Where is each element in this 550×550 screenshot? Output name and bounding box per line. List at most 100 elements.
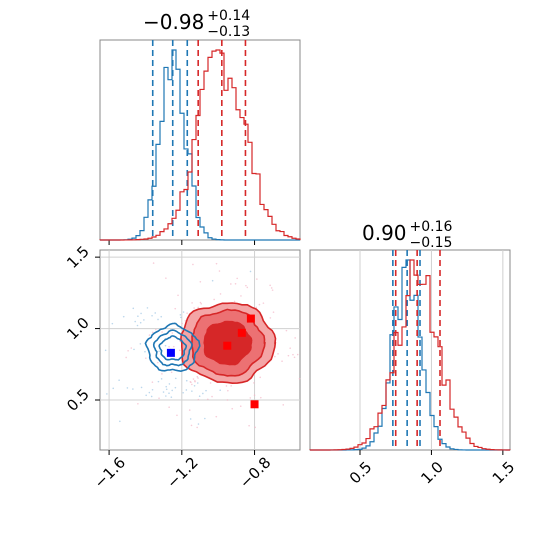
sample-dot bbox=[162, 391, 165, 393]
sample-dot bbox=[246, 286, 249, 289]
sample-dot bbox=[165, 385, 168, 388]
sample-dot bbox=[126, 387, 129, 389]
histogram-param1-panel bbox=[99, 39, 301, 245]
sample-dot bbox=[249, 397, 252, 399]
sample-dot bbox=[165, 395, 167, 397]
sample-dot bbox=[192, 378, 195, 380]
sample-dot bbox=[192, 263, 194, 266]
sample-dot bbox=[104, 349, 107, 352]
marker-red bbox=[250, 400, 259, 409]
sample-dot bbox=[160, 378, 163, 380]
axes-frame bbox=[309, 249, 511, 451]
sample-dot bbox=[285, 329, 288, 332]
sample-dot bbox=[271, 289, 274, 291]
sample-dot bbox=[176, 414, 178, 417]
sample-dot bbox=[227, 389, 229, 392]
sample-dot bbox=[296, 353, 299, 356]
sample-dot bbox=[215, 262, 218, 265]
sample-dot bbox=[152, 262, 155, 264]
sample-dot bbox=[154, 312, 157, 314]
sample-dot bbox=[161, 331, 163, 333]
sample-dot bbox=[219, 389, 221, 392]
sample-dot bbox=[298, 377, 301, 380]
histogram-param2-panel: 0.5 1.0 1.5 bbox=[309, 249, 518, 488]
sample-dot bbox=[130, 347, 133, 349]
param2-title: 0.90 +0.16 −0.15 bbox=[362, 219, 452, 251]
sample-dot bbox=[127, 349, 129, 352]
sample-dot bbox=[165, 388, 168, 391]
sample-dot bbox=[274, 355, 276, 358]
sample-dot bbox=[225, 385, 228, 387]
sample-dot bbox=[170, 396, 173, 398]
sample-dot bbox=[171, 389, 173, 392]
x-tick-label: −1.6 bbox=[91, 453, 129, 491]
sample-dot bbox=[256, 278, 258, 280]
histogram-blue bbox=[310, 259, 510, 451]
sample-dot bbox=[150, 395, 153, 398]
sample-dot bbox=[245, 284, 247, 287]
sample-dot bbox=[189, 381, 192, 383]
sample-dot bbox=[174, 386, 177, 389]
sample-dot bbox=[132, 307, 135, 310]
y-tick-label: 1.5 bbox=[63, 242, 93, 272]
sample-dot bbox=[168, 406, 170, 409]
sample-dot bbox=[209, 382, 212, 384]
param1-plus: +0.14 bbox=[207, 8, 251, 24]
sample-dot bbox=[281, 360, 283, 363]
sample-dot bbox=[189, 418, 192, 420]
sample-dot bbox=[211, 395, 213, 398]
sample-dot bbox=[289, 347, 291, 349]
sample-dot bbox=[185, 379, 188, 382]
sample-dot bbox=[168, 392, 170, 395]
sample-dot bbox=[269, 284, 271, 287]
sample-dot bbox=[160, 315, 163, 318]
sample-dot bbox=[118, 379, 120, 382]
contour-blue bbox=[158, 335, 188, 361]
sample-dot bbox=[165, 277, 167, 279]
sample-dot bbox=[145, 394, 147, 397]
sample-dot bbox=[213, 298, 215, 301]
param1-title: −0.98 +0.14 −0.13 bbox=[143, 8, 250, 40]
sample-dot bbox=[140, 386, 143, 389]
sample-dot bbox=[137, 402, 139, 405]
sample-dot bbox=[185, 389, 188, 391]
sample-dot bbox=[178, 349, 181, 352]
sample-dot bbox=[146, 307, 149, 309]
marker-red bbox=[237, 328, 246, 337]
sample-dot bbox=[262, 302, 265, 304]
sample-dot bbox=[202, 392, 204, 395]
sample-dot bbox=[200, 303, 203, 305]
x-tick-label: −1.2 bbox=[163, 453, 201, 491]
sample-dot bbox=[133, 348, 135, 351]
sample-dot bbox=[168, 345, 170, 348]
sample-dot bbox=[151, 388, 154, 391]
sample-dot bbox=[174, 377, 177, 380]
sample-dot bbox=[215, 415, 218, 418]
sample-dot bbox=[219, 293, 222, 295]
sample-dot bbox=[158, 397, 160, 400]
sample-dot bbox=[143, 319, 145, 321]
sample-dot bbox=[122, 315, 125, 318]
y-tick-label: 0.5 bbox=[63, 385, 93, 415]
sample-dot bbox=[148, 334, 151, 336]
marker-red bbox=[246, 314, 255, 323]
sample-dot bbox=[139, 321, 142, 324]
param2-plus: +0.16 bbox=[409, 219, 453, 235]
histogram-red bbox=[99, 49, 301, 241]
sample-dot bbox=[196, 375, 199, 378]
sample-dot bbox=[193, 307, 195, 309]
sample-dot bbox=[197, 423, 200, 425]
sample-dot bbox=[218, 270, 221, 272]
sample-dot bbox=[168, 383, 171, 385]
sample-dot bbox=[171, 332, 174, 334]
sample-dot bbox=[158, 350, 160, 353]
sample-dot bbox=[204, 417, 206, 420]
param1-minus: −0.13 bbox=[207, 24, 251, 40]
sample-dot bbox=[194, 380, 196, 383]
sample-dot bbox=[181, 322, 183, 325]
sample-dot bbox=[136, 324, 139, 327]
sample-dot bbox=[260, 396, 262, 399]
axes-frame bbox=[99, 39, 301, 241]
sample-dot bbox=[151, 381, 154, 383]
